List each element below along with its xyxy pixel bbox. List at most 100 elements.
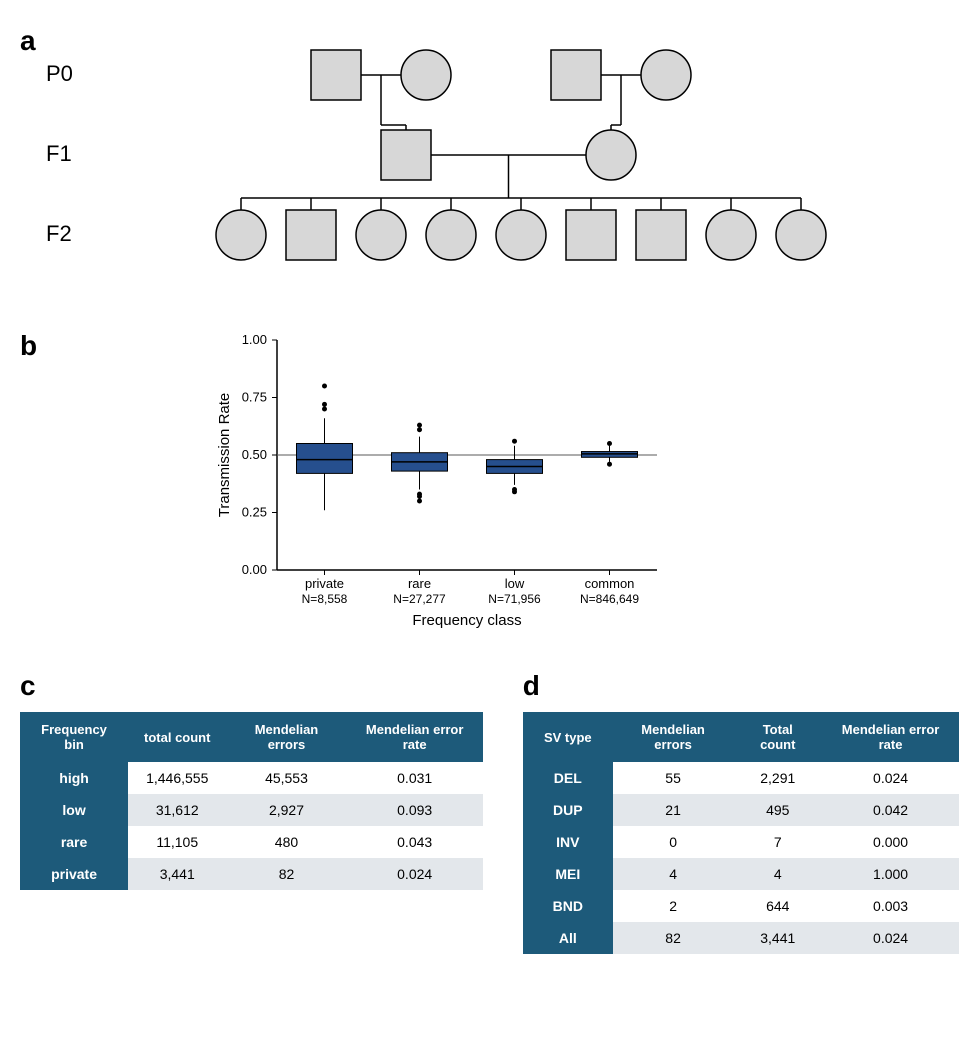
data-cell: 7 [733, 826, 822, 858]
x-tick-n: N=846,649 [580, 592, 639, 606]
data-cell: 2 [613, 890, 734, 922]
y-axis-label: Transmission Rate [216, 393, 233, 517]
row-header-cell: low [20, 794, 128, 826]
column-header: SV type [523, 712, 613, 762]
pedigree-diagram: P0 F1 F2 [46, 20, 866, 300]
female-node [356, 210, 406, 260]
x-axis-label: Frequency class [413, 612, 522, 629]
data-cell: 3,441 [733, 922, 822, 954]
data-cell: 21 [613, 794, 734, 826]
row-header-cell: All [523, 922, 613, 954]
data-cell: 31,612 [128, 794, 226, 826]
male-node [566, 210, 616, 260]
column-header: Mendelian errors [226, 712, 346, 762]
data-cell: 3,441 [128, 858, 226, 890]
panel-c: c Frequency bintotal countMendelian erro… [20, 670, 483, 954]
table-row: BND26440.003 [523, 890, 959, 922]
data-cell: 644 [733, 890, 822, 922]
data-cell: 0.003 [822, 890, 959, 922]
table-row: MEI441.000 [523, 858, 959, 890]
female-node [401, 50, 451, 100]
data-cell: 0.042 [822, 794, 959, 826]
table-row: low31,6122,9270.093 [20, 794, 483, 826]
generation-label: F1 [46, 141, 72, 166]
x-tick-label: common [585, 576, 635, 591]
row-header-cell: DUP [523, 794, 613, 826]
row-header-cell: high [20, 762, 128, 794]
outlier-point [417, 423, 422, 428]
row-header-cell: rare [20, 826, 128, 858]
generation-label: P0 [46, 61, 73, 86]
outlier-point [322, 407, 327, 412]
data-cell: 495 [733, 794, 822, 826]
data-cell: 0.093 [347, 794, 483, 826]
frequency-table: Frequency bintotal countMendelian errors… [20, 712, 483, 890]
table-row: INV070.000 [523, 826, 959, 858]
table-row: rare11,1054800.043 [20, 826, 483, 858]
female-node [586, 130, 636, 180]
row-header-cell: BND [523, 890, 613, 922]
data-cell: 480 [226, 826, 346, 858]
data-cell: 0.024 [822, 762, 959, 794]
outlier-point [512, 439, 517, 444]
data-cell: 45,553 [226, 762, 346, 794]
panel-d-label: d [523, 670, 959, 702]
x-tick-label: private [305, 576, 344, 591]
outlier-point [417, 427, 422, 432]
data-cell: 11,105 [128, 826, 226, 858]
female-node [776, 210, 826, 260]
row-header-cell: INV [523, 826, 613, 858]
row-header-cell: DEL [523, 762, 613, 794]
male-node [636, 210, 686, 260]
data-cell: 0.024 [822, 922, 959, 954]
data-cell: 82 [226, 858, 346, 890]
column-header: total count [128, 712, 226, 762]
outlier-point [417, 492, 422, 497]
table-row: private3,441820.024 [20, 858, 483, 890]
column-header: Mendelian error rate [347, 712, 483, 762]
x-tick-n: N=27,277 [393, 592, 446, 606]
data-cell: 1,446,555 [128, 762, 226, 794]
table-row: DUP214950.042 [523, 794, 959, 826]
column-header: Mendelian error rate [822, 712, 959, 762]
generation-label: F2 [46, 221, 72, 246]
table-row: All823,4410.024 [523, 922, 959, 954]
x-tick-label: rare [408, 576, 431, 591]
female-node [426, 210, 476, 260]
y-tick-label: 0.25 [242, 505, 267, 520]
x-tick-label: low [505, 576, 525, 591]
male-node [551, 50, 601, 100]
female-node [216, 210, 266, 260]
panel-c-label: c [20, 670, 483, 702]
data-cell: 0.000 [822, 826, 959, 858]
data-cell: 0 [613, 826, 734, 858]
data-cell: 82 [613, 922, 734, 954]
female-node [706, 210, 756, 260]
male-node [381, 130, 431, 180]
box [297, 444, 353, 474]
y-tick-label: 0.50 [242, 447, 267, 462]
panel-a-labels: a [20, 20, 36, 67]
data-cell: 0.024 [347, 858, 483, 890]
panel-a-label: a [20, 25, 36, 57]
male-node [286, 210, 336, 260]
outlier-point [607, 462, 612, 467]
column-header: Total count [733, 712, 822, 762]
y-tick-label: 0.00 [242, 562, 267, 577]
y-tick-label: 0.75 [242, 390, 267, 405]
y-tick-label: 1.00 [242, 332, 267, 347]
table-row: high1,446,55545,5530.031 [20, 762, 483, 794]
female-node [496, 210, 546, 260]
data-cell: 1.000 [822, 858, 959, 890]
data-cell: 4 [733, 858, 822, 890]
row-header-cell: private [20, 858, 128, 890]
panel-d: d SV typeMendelian errorsTotal countMend… [523, 670, 959, 954]
panel-a: a P0 F1 F2 [20, 20, 959, 300]
data-cell: 0.043 [347, 826, 483, 858]
female-node [641, 50, 691, 100]
tables-row: c Frequency bintotal countMendelian erro… [20, 670, 959, 954]
data-cell: 2,927 [226, 794, 346, 826]
boxplot-chart: 0.00 0.25 0.50 0.75 1.00 Transmission Rate pri… [207, 330, 767, 640]
outlier-point [512, 487, 517, 492]
male-node [311, 50, 361, 100]
